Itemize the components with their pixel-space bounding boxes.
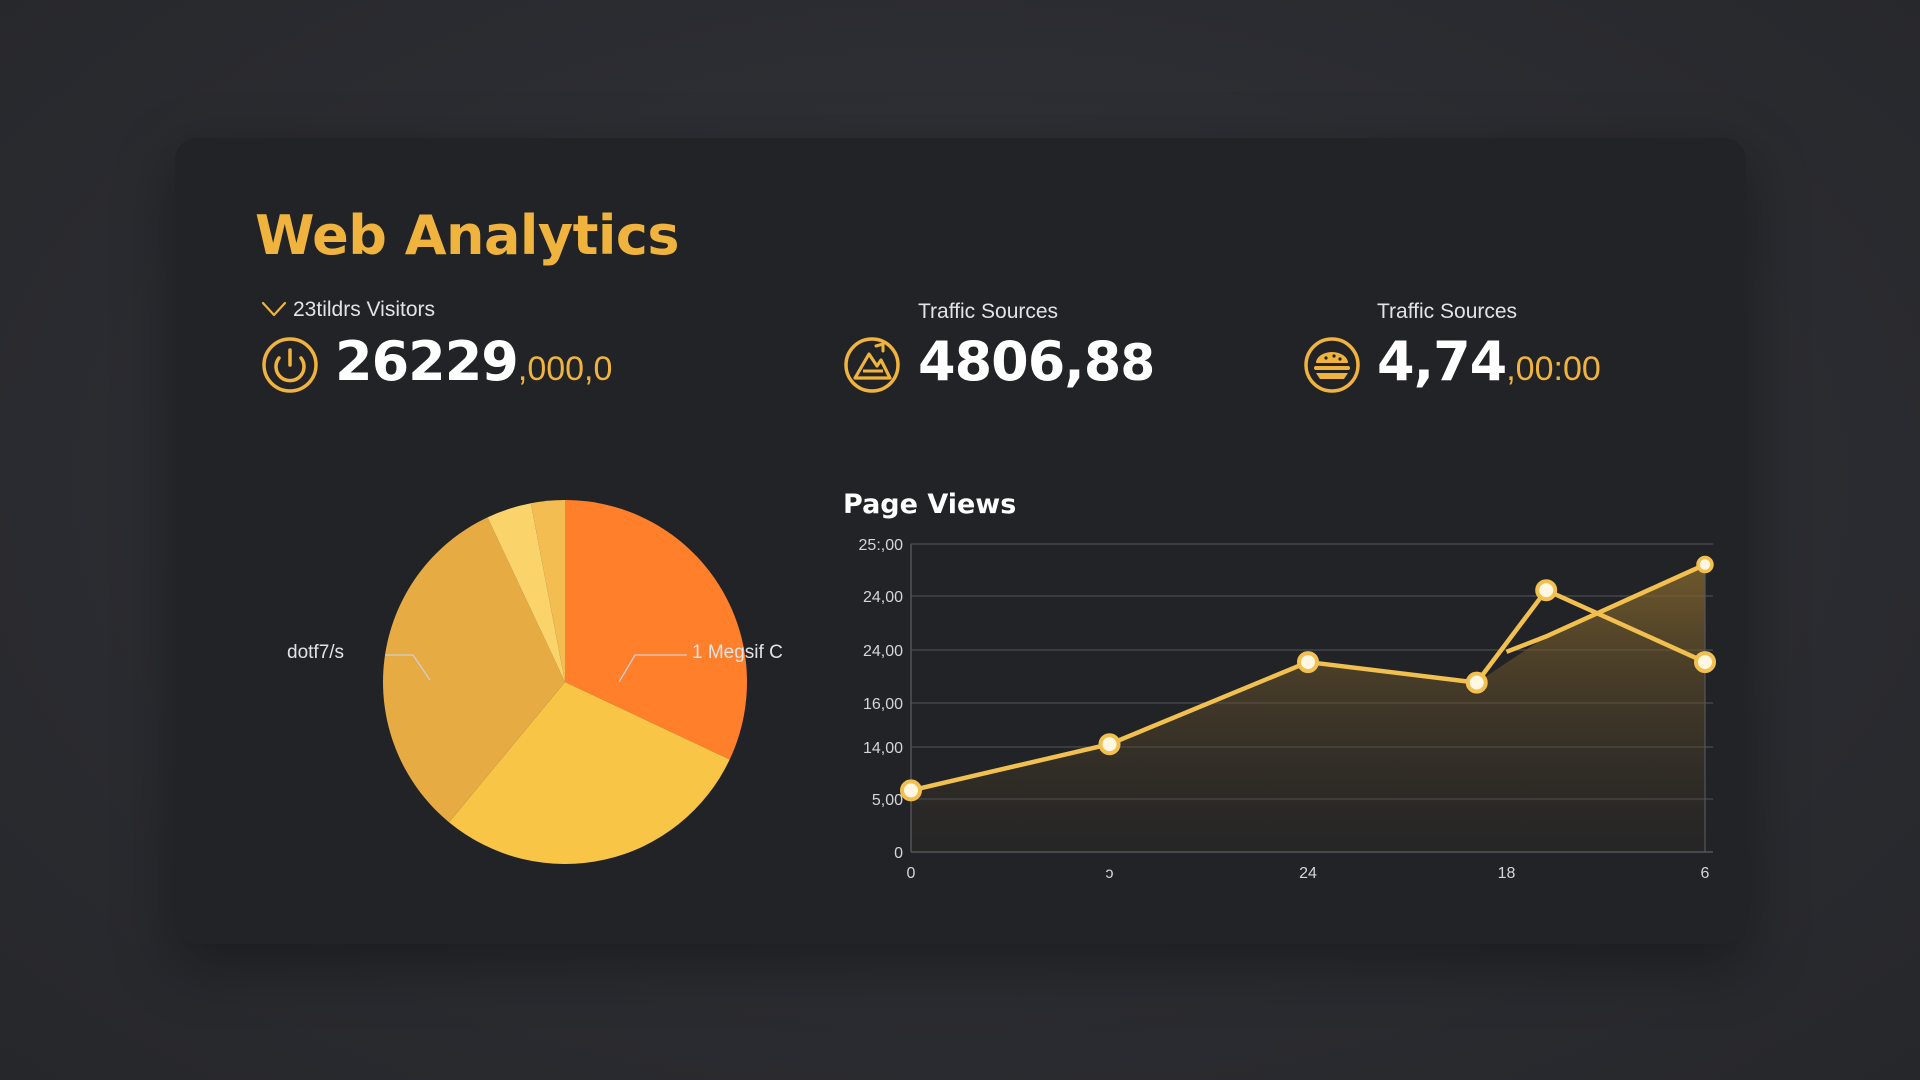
stat-traffic-sources-1-value: 4806,88 — [918, 330, 1155, 393]
line-chart: 0 5,00 14,00 16,00 24,00 24,00 25:,00 0 ɔ 24 18 6 — [825, 528, 1725, 938]
stat-traffic-sources-2-label: Traffic Sources — [1377, 300, 1518, 323]
line-series-0 — [910, 587, 1706, 793]
line-point-0-4 — [1535, 579, 1558, 602]
stat-traffic-sources-1-value-decimal: 8 — [1120, 334, 1156, 392]
stat-traffic-sources-1-label: Traffic Sources — [918, 300, 1059, 323]
x-tick-label-0: 0 — [907, 865, 916, 882]
burger-icon — [1304, 337, 1360, 393]
area-fill — [911, 564, 1705, 852]
stat-traffic-sources-2-value-decimal: ,00:00 — [1506, 350, 1601, 388]
line-chart-svg: 0 5,00 14,00 16,00 24,00 24,00 25:,00 0 ɔ 24 18 6 — [859, 537, 1716, 882]
stat-traffic-sources-1-value-main: 4806,8 — [918, 330, 1121, 393]
y-tick-label-2: 14,00 — [863, 740, 903, 757]
pie-slice-3 — [487, 503, 565, 682]
mountain-icon — [844, 337, 900, 393]
stat-traffic-sources-2-value: 4,74,00:00 — [1377, 330, 1601, 393]
y-tick-label-0: 0 — [894, 845, 903, 862]
pie-label-left: dotf7/s — [287, 642, 345, 663]
stat-visitors-label: 23tildrs Visitors — [293, 298, 435, 321]
line-series-1 — [1505, 562, 1706, 654]
pie-slice-2 — [382, 517, 565, 823]
pie-chart: dotf7/s 1 Megsif C — [255, 478, 815, 918]
line-point-0-5 — [1694, 651, 1716, 674]
stat-visitors-value: 26229,000,0 — [335, 330, 612, 393]
pie-slice-4 — [530, 500, 565, 682]
x-tick-label-1: ɔ — [1106, 865, 1114, 882]
y-tick-label-4: 24,00 — [863, 643, 903, 660]
line-point-0-0 — [900, 779, 922, 802]
pie-leader-line-right — [618, 654, 687, 683]
pie-slice-0 — [565, 500, 747, 760]
gauge-icon — [262, 337, 318, 393]
x-tick-label-3: 18 — [1498, 865, 1516, 882]
stat-visitors-value-main: 26229 — [335, 330, 519, 393]
analytics-card: Web Analytics 23tildrs Visitors 26229,00… — [175, 138, 1746, 944]
stat-visitors: 23tildrs Visitors 26229,000,0 — [261, 298, 681, 410]
stat-traffic-sources-2: Traffic Sources 4,74,00:00 — [1303, 300, 1663, 410]
stat-traffic-sources-2-value-main: 4,74 — [1377, 330, 1507, 393]
pie-chart-svg — [382, 500, 747, 864]
line-chart-title: Page Views — [843, 489, 1017, 520]
y-tick-label-6: 25:,00 — [859, 537, 904, 554]
stat-traffic-sources-1: Traffic Sources 4806,88 — [843, 300, 1183, 410]
y-tick-label-1: 5,00 — [872, 792, 903, 809]
pie-slice-1 — [448, 682, 730, 864]
line-point-0-2 — [1297, 651, 1319, 674]
dashboard-title: Web Analytics — [255, 204, 680, 267]
x-tick-label-2: 24 — [1299, 865, 1317, 882]
chevron-down-icon[interactable] — [261, 300, 287, 318]
pie-leader-line-left — [385, 654, 431, 681]
line-point-1-1 — [1696, 555, 1714, 574]
y-tick-label-3: 16,00 — [863, 696, 903, 713]
x-tick-label-4: 6 — [1701, 865, 1710, 882]
pie-label-right: 1 Megsif C — [692, 642, 783, 663]
y-tick-label-5: 24,00 — [863, 589, 903, 606]
line-point-0-3 — [1465, 671, 1488, 694]
stat-visitors-value-decimal: ,000,0 — [517, 350, 613, 388]
line-point-0-1 — [1098, 733, 1121, 756]
